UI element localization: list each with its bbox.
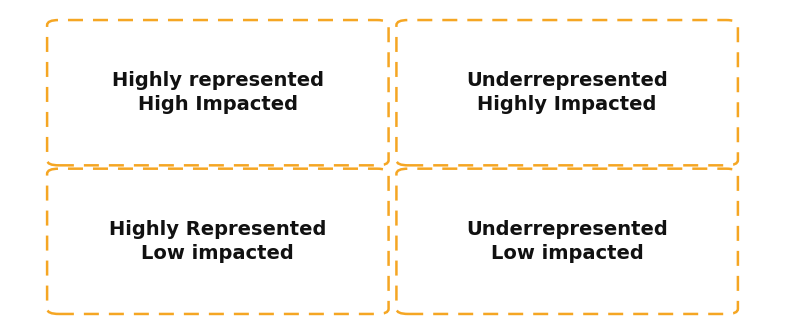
FancyBboxPatch shape bbox=[47, 169, 389, 314]
Text: Highly Represented: Highly Represented bbox=[109, 220, 327, 239]
Text: Highly Impacted: Highly Impacted bbox=[477, 95, 657, 114]
Text: Underrepresented: Underrepresented bbox=[466, 220, 668, 239]
Text: High Impacted: High Impacted bbox=[138, 95, 298, 114]
Text: Low impacted: Low impacted bbox=[141, 243, 294, 263]
FancyBboxPatch shape bbox=[47, 20, 389, 165]
FancyBboxPatch shape bbox=[396, 20, 738, 165]
FancyBboxPatch shape bbox=[396, 169, 738, 314]
Text: Underrepresented: Underrepresented bbox=[466, 71, 668, 91]
Text: Low impacted: Low impacted bbox=[491, 243, 644, 263]
Text: Highly represented: Highly represented bbox=[111, 71, 324, 91]
